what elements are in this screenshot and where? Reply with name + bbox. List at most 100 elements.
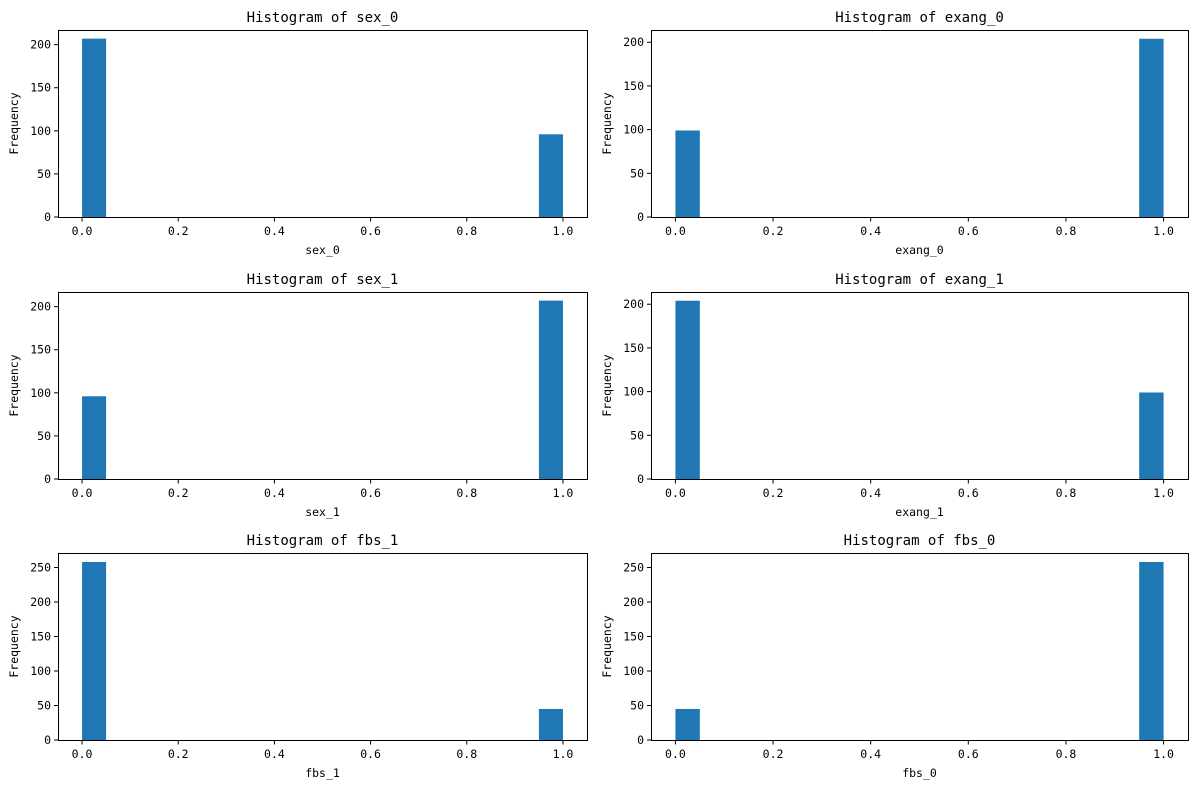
y-tick-label: 0 <box>44 472 51 486</box>
x-tick-label: 0.8 <box>456 486 477 500</box>
x-tick-label: 1.0 <box>553 486 574 500</box>
histogram-bar-1 <box>82 38 107 218</box>
y-tick-label: 50 <box>630 428 644 442</box>
y-tick-label: 150 <box>30 81 51 95</box>
subplot-4: 0.0 0.2 0.4 0.6 0.8 1.0 0 50 100 150 200 Histogram … <box>600 272 1189 519</box>
x-tick-label: 0.8 <box>1056 486 1077 500</box>
y-tick-label: 150 <box>623 79 644 93</box>
y-tick-label: 200 <box>623 595 644 609</box>
x-tick-label: 0.8 <box>1056 747 1077 761</box>
x-tick-label: 0.0 <box>665 486 686 500</box>
x-tick-label: 1.0 <box>553 224 574 238</box>
y-tick-label: 200 <box>623 297 644 311</box>
y-axis-label: Frequency <box>600 92 614 154</box>
x-tick-label: 0.4 <box>264 486 285 500</box>
y-tick-label: 150 <box>623 629 644 643</box>
y-tick-label: 50 <box>37 167 51 181</box>
subplot-title: Histogram of sex_1 <box>247 272 399 288</box>
y-tick-label: 0 <box>637 210 644 224</box>
subplot-title: Histogram of exang_1 <box>835 272 1004 288</box>
histogram-bar-2 <box>538 134 563 217</box>
axes-frame <box>58 292 588 480</box>
y-tick-label: 200 <box>30 300 51 314</box>
axes-frame <box>58 553 588 741</box>
y-tick-label: 100 <box>623 385 644 399</box>
x-axis-label: fbs_1 <box>305 766 340 780</box>
subplot-5: 0.0 0.2 0.4 0.6 0.8 1.0 0 50 100 150 200 250 Histogr… <box>7 533 588 780</box>
y-tick-label: 200 <box>30 38 51 52</box>
y-tick-label: 100 <box>30 124 51 138</box>
axes-frame <box>58 30 588 218</box>
x-tick-label: 0.6 <box>360 486 381 500</box>
histogram-bar-2 <box>1139 38 1164 217</box>
subplot-title: Histogram of exang_0 <box>835 10 1004 26</box>
x-tick-label: 0.4 <box>860 747 881 761</box>
x-tick-label: 0.6 <box>360 224 381 238</box>
y-tick-label: 0 <box>637 472 644 486</box>
y-tick-label: 0 <box>637 733 644 747</box>
x-tick-label: 0.0 <box>72 486 93 500</box>
x-tick-label: 0.4 <box>264 747 285 761</box>
y-tick-label: 250 <box>30 560 51 574</box>
histogram-bar-2 <box>1139 392 1164 479</box>
histogram-bar-1 <box>82 561 107 740</box>
y-tick-label: 0 <box>44 210 51 224</box>
y-tick-label: 0 <box>44 733 51 747</box>
x-tick-label: 0.0 <box>72 747 93 761</box>
x-axis-label: exang_0 <box>895 243 944 257</box>
histogram-bar-2 <box>538 708 563 740</box>
axes-frame <box>651 30 1189 218</box>
histogram-bar-1 <box>82 396 107 479</box>
histogram-bar-1 <box>675 708 700 740</box>
x-tick-label: 0.6 <box>958 747 979 761</box>
y-tick-label: 100 <box>30 664 51 678</box>
y-axis-label: Frequency <box>7 615 21 677</box>
x-tick-label: 0.6 <box>958 224 979 238</box>
axes-frame <box>651 553 1189 741</box>
x-tick-label: 0.8 <box>456 747 477 761</box>
x-axis-label: fbs_0 <box>902 766 937 780</box>
subplot-6: 0.0 0.2 0.4 0.6 0.8 1.0 0 50 100 150 200 250 Histogr… <box>600 533 1189 780</box>
subplot-2: 0.0 0.2 0.4 0.6 0.8 1.0 0 50 100 150 200 Histogram … <box>600 10 1189 257</box>
x-tick-label: 1.0 <box>1153 747 1174 761</box>
y-axis-label: Frequency <box>7 92 21 154</box>
subplot-title: Histogram of sex_0 <box>247 10 399 26</box>
x-tick-label: 0.2 <box>168 486 189 500</box>
x-tick-label: 0.0 <box>72 224 93 238</box>
y-tick-label: 250 <box>623 560 644 574</box>
subplot-3: 0.0 0.2 0.4 0.6 0.8 1.0 0 50 100 150 200 Histogram … <box>7 272 588 519</box>
y-tick-label: 50 <box>630 166 644 180</box>
x-axis-label: exang_1 <box>895 505 944 519</box>
y-axis-label: Frequency <box>7 354 21 416</box>
histogram-bar-1 <box>675 130 700 217</box>
x-tick-label: 0.6 <box>360 747 381 761</box>
x-tick-label: 0.2 <box>763 486 784 500</box>
x-axis-label: sex_1 <box>305 505 340 519</box>
y-tick-label: 100 <box>30 386 51 400</box>
y-tick-label: 100 <box>623 123 644 137</box>
subplot-1: 0.0 0.2 0.4 0.6 0.8 1.0 0 50 100 150 200 Histogram … <box>7 10 588 257</box>
x-tick-label: 0.6 <box>958 486 979 500</box>
y-axis-label: Frequency <box>600 615 614 677</box>
y-tick-label: 150 <box>30 629 51 643</box>
subplot-title: Histogram of fbs_1 <box>247 533 399 549</box>
y-axis-label: Frequency <box>600 354 614 416</box>
y-tick-label: 200 <box>623 35 644 49</box>
x-tick-label: 0.2 <box>763 224 784 238</box>
axes-frame <box>651 292 1189 480</box>
histogram-bar-2 <box>1139 561 1164 740</box>
y-tick-label: 150 <box>623 341 644 355</box>
x-tick-label: 0.4 <box>860 486 881 500</box>
x-tick-label: 0.4 <box>860 224 881 238</box>
x-tick-label: 0.0 <box>665 224 686 238</box>
y-tick-label: 100 <box>623 664 644 678</box>
histogram-bar-2 <box>538 300 563 479</box>
x-tick-label: 0.0 <box>665 747 686 761</box>
x-tick-label: 0.2 <box>763 747 784 761</box>
y-tick-label: 200 <box>30 595 51 609</box>
subplot-title: Histogram of fbs_0 <box>844 533 996 549</box>
x-tick-label: 0.8 <box>456 224 477 238</box>
x-tick-label: 1.0 <box>553 747 574 761</box>
histogram-bar-1 <box>675 300 700 479</box>
